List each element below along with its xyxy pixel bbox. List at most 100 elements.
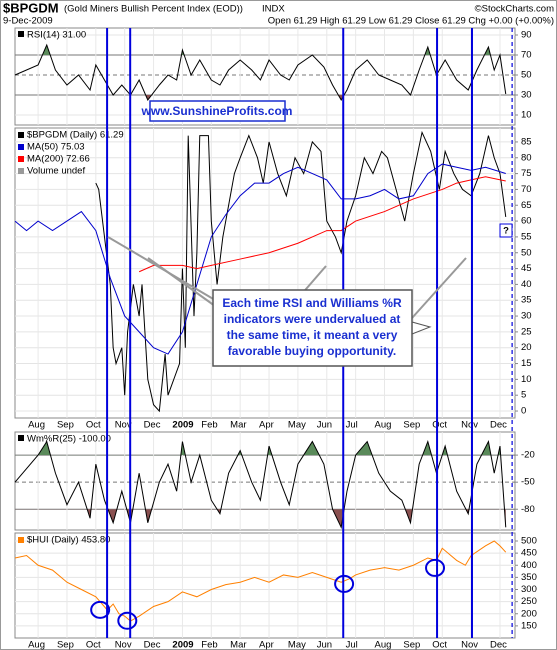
- x-tick-label: Dec: [144, 640, 161, 650]
- x-tick-label: Nov: [461, 420, 478, 431]
- y-tick-label: -20: [521, 450, 535, 461]
- panel-title: Wm%R(25) -100.00: [27, 434, 111, 445]
- note-line: the same time, it meant a very: [227, 328, 398, 342]
- y-tick-label: 90: [521, 30, 532, 41]
- x-tick-label: Aug: [375, 640, 392, 650]
- x-tick-label: Sep: [57, 640, 74, 650]
- x-tick-label: Nov: [461, 640, 478, 650]
- x-tick-label: Feb: [201, 420, 217, 431]
- legend-label: $BPGDM (Daily) 61.29: [27, 130, 124, 141]
- x-tick-label: Aug: [28, 640, 45, 650]
- y-tick-label: 30: [521, 90, 532, 101]
- highlight-circle: [117, 611, 138, 630]
- y-tick-label: 40: [521, 279, 532, 290]
- quote: Open 61.29 High 61.29 Low 61.29 Close 61…: [268, 16, 554, 27]
- legend-swatch: [18, 537, 24, 543]
- callout-line: [411, 257, 467, 319]
- series-line: [95, 130, 507, 413]
- legend-label: MA(200) 72.66: [27, 154, 90, 165]
- y-tick-label: 85: [521, 136, 532, 147]
- x-tick-label: Mar: [230, 420, 246, 431]
- x-tick-label: Sep: [403, 420, 420, 431]
- x-tick-label: Nov: [115, 640, 132, 650]
- y-tick-label: 450: [521, 548, 537, 559]
- y-tick-label: 75: [521, 168, 532, 179]
- legend-label: $HUI (Daily) 453.80: [27, 535, 110, 546]
- legend-label: Volume undef: [27, 166, 85, 177]
- x-tick-label: Sep: [403, 640, 420, 650]
- panel: [14, 431, 516, 531]
- website: www.SunshineProfits.com: [141, 104, 293, 118]
- x-tick-label: 2009: [172, 420, 193, 431]
- source: ©StockCharts.com: [475, 4, 554, 15]
- x-tick-label: Jul: [346, 420, 358, 431]
- y-tick-label: 400: [521, 560, 537, 571]
- x-tick-label: Dec: [490, 640, 507, 650]
- note-box: [212, 289, 413, 367]
- panel: [14, 127, 516, 419]
- x-tick-label: Apr: [259, 420, 274, 431]
- y-tick-label: 35: [521, 295, 532, 306]
- note-line: Each time RSI and Williams %R: [222, 296, 402, 310]
- x-tick-label: Jun: [317, 640, 332, 650]
- x-tick-label: May: [288, 420, 306, 431]
- y-tick-label: 350: [521, 572, 537, 583]
- index-name: (Gold Miners Bullish Percent Index (EOD)…: [64, 4, 243, 15]
- note-line: indicators were undervalued at: [224, 312, 401, 326]
- highlight-circle: [425, 558, 446, 577]
- y-tick-label: 15: [521, 358, 532, 369]
- y-tick-label: 200: [521, 608, 537, 619]
- y-tick-label: 50: [521, 247, 532, 258]
- x-tick-label: Aug: [375, 420, 392, 431]
- highlight-circle: [90, 600, 111, 619]
- x-tick-label: Jun: [317, 420, 332, 431]
- y-tick-label: -50: [521, 477, 535, 488]
- x-tick-label: Oct: [432, 640, 447, 650]
- y-tick-label: 10: [521, 374, 532, 385]
- x-tick-label: Dec: [144, 420, 161, 431]
- y-tick-label: 65: [521, 200, 532, 211]
- legend-swatch: [18, 168, 24, 174]
- x-tick-label: Feb: [201, 640, 217, 650]
- panel-title: RSI(14) 31.00: [27, 30, 86, 41]
- y-tick-label: 20: [521, 342, 532, 353]
- panel: [14, 532, 516, 639]
- y-tick-label: 70: [521, 50, 532, 61]
- x-tick-label: Apr: [259, 640, 274, 650]
- series-line: [138, 176, 506, 273]
- x-tick-label: Sep: [57, 420, 74, 431]
- y-tick-label: 80: [521, 152, 532, 163]
- note-line: favorable buying opportunity.: [228, 344, 396, 358]
- x-tick-label: Aug: [28, 420, 45, 431]
- symbol: $BPGDM: [3, 0, 59, 15]
- x-tick-label: Oct: [86, 640, 101, 650]
- y-tick-label: -80: [521, 504, 535, 515]
- website-box: [149, 100, 286, 122]
- y-tick-label: 25: [521, 326, 532, 337]
- y-tick-label: 10: [521, 110, 532, 121]
- legend-swatch: [18, 435, 24, 441]
- question-mark: ?: [503, 226, 509, 237]
- y-tick-label: 50: [521, 70, 532, 81]
- y-tick-label: 70: [521, 184, 532, 195]
- legend-swatch: [18, 31, 24, 37]
- x-tick-label: Oct: [432, 420, 447, 431]
- y-tick-label: 30: [521, 311, 532, 322]
- y-tick-label: 500: [521, 536, 537, 547]
- x-tick-label: Dec: [490, 420, 507, 431]
- legend-label: MA(50) 75.03: [27, 142, 85, 153]
- series-line: [14, 43, 507, 101]
- x-tick-label: Nov: [115, 420, 132, 431]
- question-box: [499, 223, 513, 238]
- x-tick-label: Mar: [230, 640, 246, 650]
- y-tick-label: 60: [521, 216, 532, 227]
- y-tick-label: 5: [521, 390, 526, 401]
- y-tick-label: 0: [521, 406, 526, 417]
- y-tick-label: 250: [521, 596, 537, 607]
- x-tick-label: 2009: [172, 640, 193, 650]
- legend-swatch: [18, 132, 24, 138]
- y-tick-label: 150: [521, 620, 537, 631]
- x-tick-label: Jul: [346, 640, 358, 650]
- y-tick-label: 45: [521, 263, 532, 274]
